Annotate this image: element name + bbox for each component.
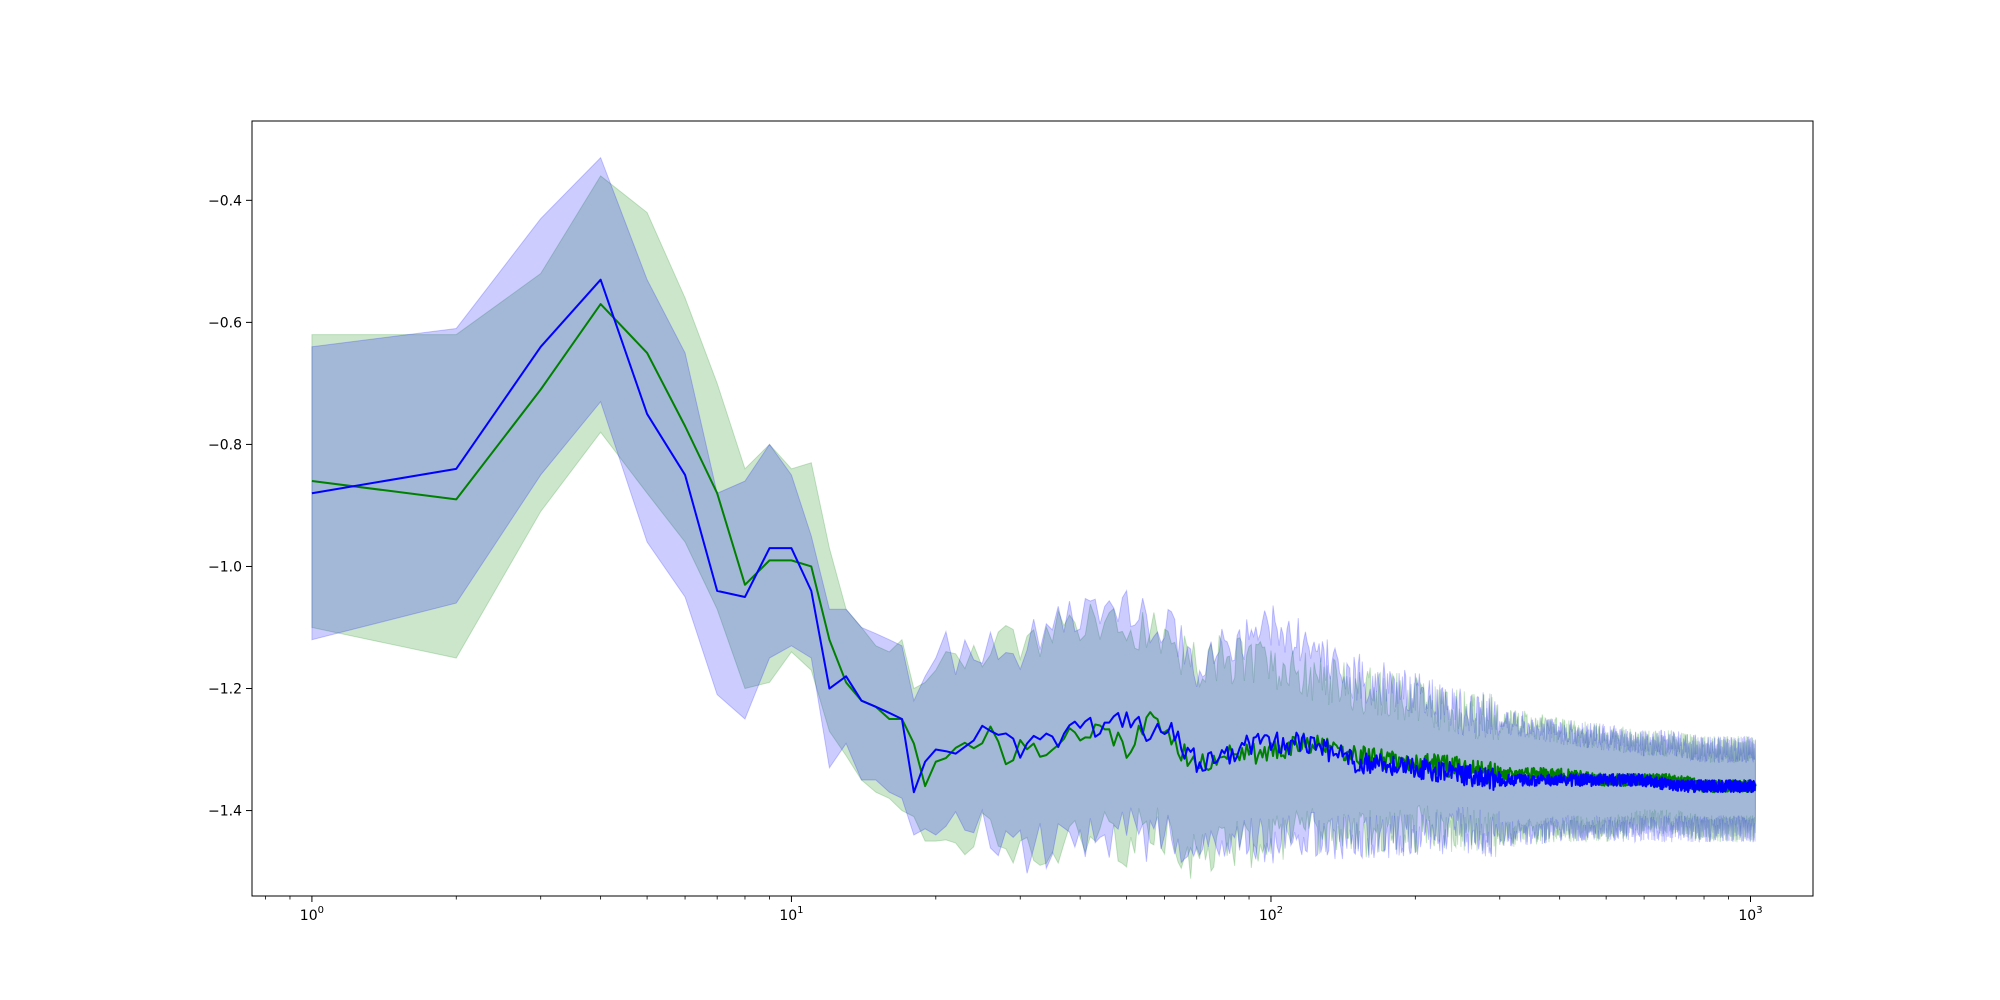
x-tick-label: 102 — [1259, 905, 1283, 924]
x-tick-label: 103 — [1738, 905, 1762, 924]
y-axis: −1.4 −1.2 −1.0 −0.8 −0.6 −0.4 — [208, 193, 252, 820]
plot-frame — [251, 120, 1814, 897]
y-tick-label: −1.2 — [208, 682, 242, 698]
plot-area — [311, 156, 1757, 879]
x-tick-label: 101 — [779, 905, 803, 924]
x-tick-label: 100 — [300, 905, 324, 924]
y-tick-label: −0.6 — [208, 315, 242, 331]
y-tick-label: −1.4 — [208, 804, 242, 820]
series-2-line — [311, 278, 1757, 794]
y-tick-label: −0.8 — [208, 437, 242, 453]
series-1-band — [311, 175, 1756, 879]
x-axis: 100 101 102 103 — [265, 896, 1763, 924]
y-tick-label: −1.0 — [208, 559, 242, 575]
series-2-band — [311, 156, 1756, 874]
y-tick-label: −0.4 — [208, 193, 242, 209]
